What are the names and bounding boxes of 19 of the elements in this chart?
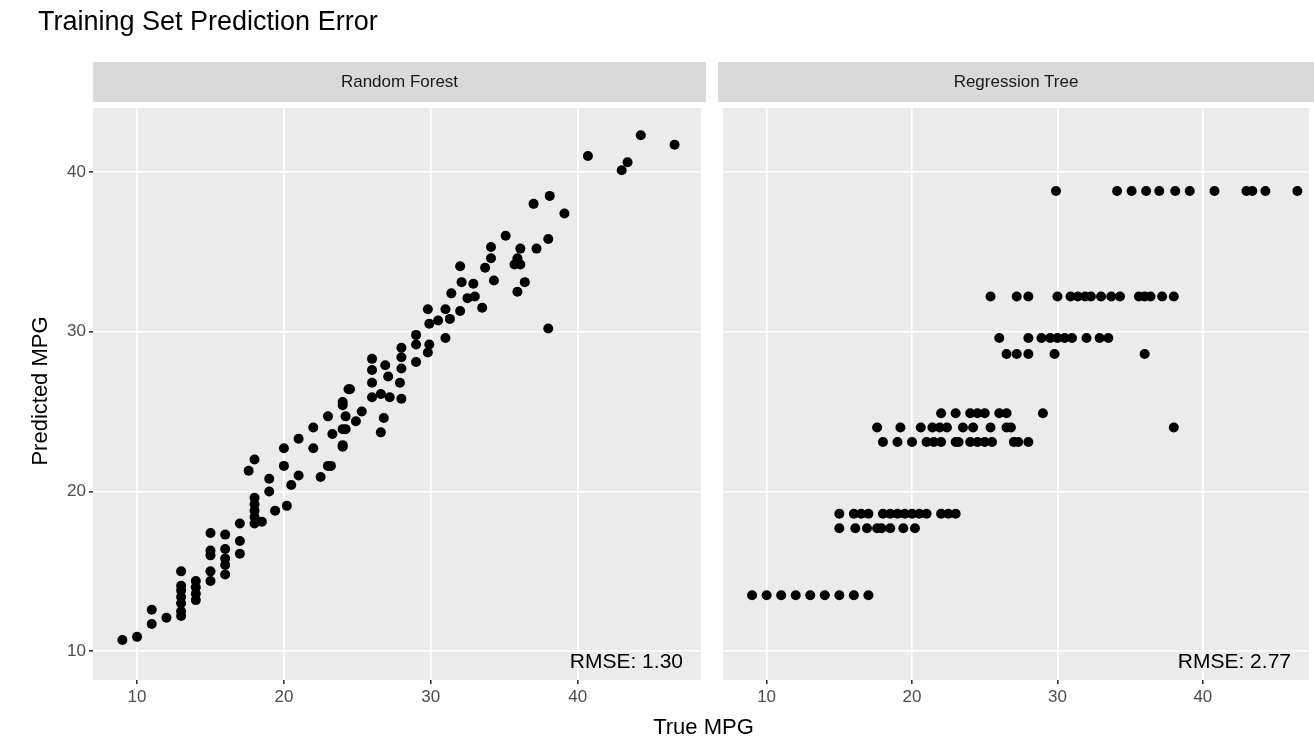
y-tick-label: 40	[67, 161, 86, 181]
annotation: RMSE: 1.30	[569, 649, 683, 672]
chart-subtitle: Random Forest	[93, 62, 706, 102]
x-tick-label: 20	[902, 686, 922, 706]
y-tick-label: 20	[67, 481, 86, 501]
x-axis-title: True MPG	[652, 714, 755, 740]
y-tick-label: 30	[67, 321, 86, 341]
x-tick-label: 20	[274, 686, 294, 706]
y-tick-label: 10	[67, 640, 86, 660]
annotation: RMSE: 2.77	[1177, 649, 1291, 672]
x-tick-label: 10	[757, 686, 777, 706]
chart-title: Training Set Prediction Error	[38, 6, 378, 37]
y-axis-title: Predicted MPG	[27, 315, 53, 468]
x-tick-label: 30	[1047, 686, 1067, 706]
x-tick-label: 40	[568, 686, 588, 706]
x-tick-label: 10	[127, 686, 147, 706]
chart-subtitle: Regression Tree	[718, 62, 1314, 102]
x-tick-label: 30	[421, 686, 441, 706]
x-tick-label: 40	[1193, 686, 1213, 706]
